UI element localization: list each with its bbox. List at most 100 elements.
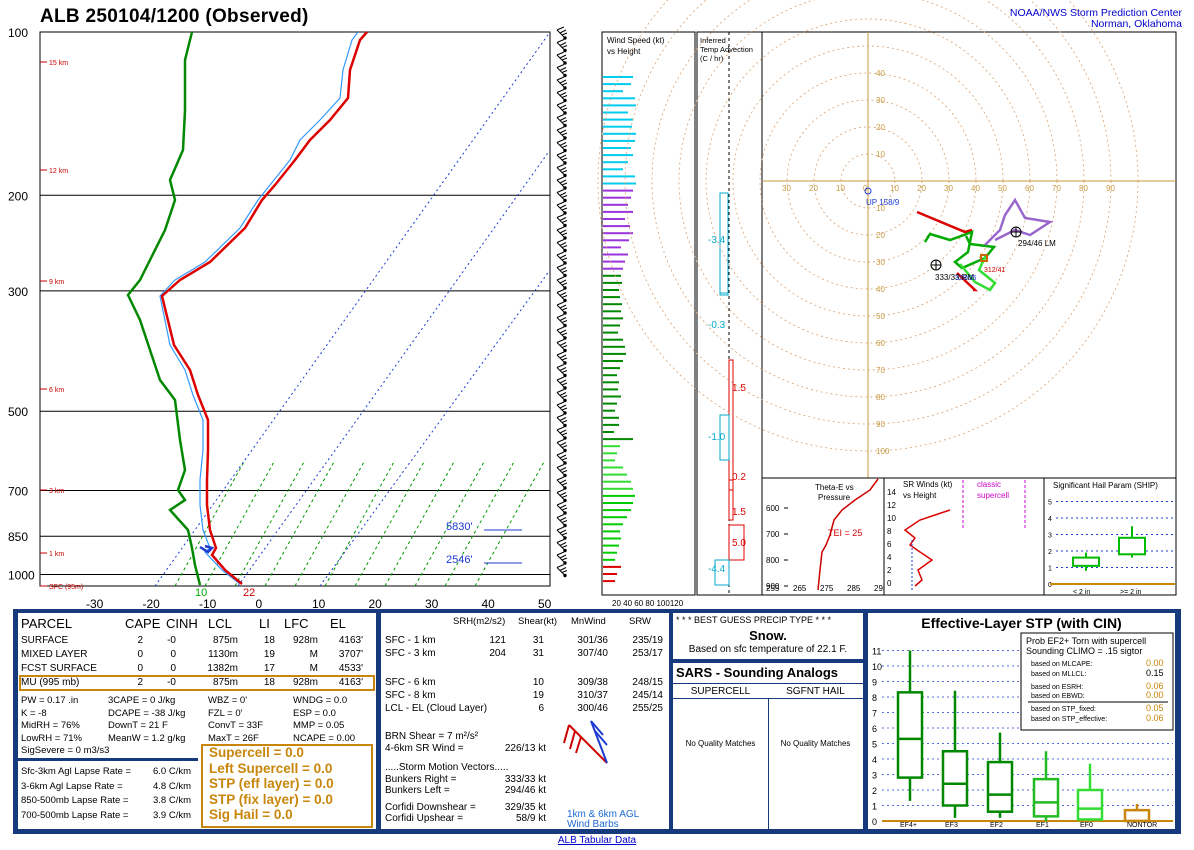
parcel-cell: 18 xyxy=(263,677,275,688)
parcel-cell: M xyxy=(309,649,318,660)
srw-ytick: 8 xyxy=(887,527,892,536)
green-label-1: 10 xyxy=(195,587,207,599)
brn-shear: BRN Shear = 7 m²/s² xyxy=(385,731,479,742)
parcel-header: LFC xyxy=(284,616,309,631)
wind-speed-bar xyxy=(603,395,621,398)
temp-tick: 10 xyxy=(312,597,326,608)
hodo-tick: 100 xyxy=(876,447,890,456)
hodo-tick: 70 xyxy=(876,366,885,375)
misc-param: DCAPE = -38 J/kg xyxy=(108,707,186,719)
parcel-cell: FCST SURFACE xyxy=(21,663,97,674)
height-label: 9 km xyxy=(49,279,64,286)
hodo-tick: 30 xyxy=(944,184,953,193)
wind-speed-bar xyxy=(603,352,626,355)
parcel-header: LI xyxy=(259,616,270,631)
ship-box xyxy=(1072,556,1100,567)
bottom-panels: PARCEL CAPE CINH LCL LI LFC EL SURFACE 2 -0 875m 18… xyxy=(13,609,1181,834)
parcel-cell: 2 xyxy=(137,677,143,688)
sr-winds-panel: SR Winds (kt) vs Height classic supercel… xyxy=(883,477,1045,596)
wind-speed-bar xyxy=(603,253,628,256)
stp-category: EF0 xyxy=(1080,822,1093,829)
wind-speed-bar xyxy=(603,90,623,93)
wind-speed-bar xyxy=(603,260,625,263)
parcel-cell: 4163' xyxy=(338,635,363,646)
kin-label: SFC - 8 km xyxy=(385,690,436,701)
hodo-tick: 80 xyxy=(876,393,885,402)
kin-header: SRW xyxy=(629,616,651,627)
stp-category: EF2 xyxy=(990,822,1003,829)
hodo-tick: 60 xyxy=(1025,184,1034,193)
parcel-cell: MU (995 mb) xyxy=(21,677,80,688)
parcel-cell: 875m xyxy=(212,635,238,646)
wind-speed-bar xyxy=(603,338,623,341)
wind-speed-bar xyxy=(603,438,633,441)
height-label: 1 km xyxy=(49,551,64,558)
pressure-label: 300 xyxy=(8,285,28,299)
storm-label: Corfidi Downshear = xyxy=(385,802,476,813)
precip-sars-panel: * * * BEST GUESS PRECIP TYPE * * * Snow.… xyxy=(673,613,863,829)
misc-param: FZL = 0' xyxy=(208,707,243,719)
stp-box xyxy=(1123,808,1151,823)
srw-ytick: 0 xyxy=(887,579,892,588)
stp-row-label: based on STP_effective: xyxy=(1031,716,1107,723)
hodo-tick: 0 xyxy=(863,184,868,193)
kin-srh: 204 xyxy=(489,648,506,659)
stp-row-label: based on ESRH: xyxy=(1031,684,1083,691)
srw-ytick: 4 xyxy=(887,553,892,562)
ship-panel: Significant Hail Param (SHIP) 5 4 3 2 1 0 < 2 … xyxy=(1043,477,1177,596)
misc-param: MMP = 0.05 xyxy=(293,720,345,731)
misc-param: 3CAPE = 0 J/kg xyxy=(108,695,176,706)
wind-speed-bar xyxy=(603,502,633,504)
stp-row-value: 0.00 xyxy=(1146,658,1164,668)
parcel-panel: PARCEL CAPE CINH LCL LI LFC EL SURFACE 2 -0 875m 18… xyxy=(18,613,376,829)
wind-speed-bar xyxy=(603,218,625,220)
ship-ytick: 5 xyxy=(1048,500,1052,507)
wind-speed-bar xyxy=(603,175,635,178)
sars-hail-matches: No Quality Matches xyxy=(780,739,851,748)
lapse-label: Sfc-3km Agl Lapse Rate = xyxy=(21,766,132,777)
precip-note: Based on sfc temperature of 22.1 F. xyxy=(688,644,848,655)
wind-speed-ticks: 20 40 60 80 100120 xyxy=(612,599,684,608)
wind-speed-bar xyxy=(603,132,636,135)
temp-tick: 50 xyxy=(538,597,552,608)
lapse-label: 850-500mb Lapse Rate = xyxy=(21,795,129,806)
storm-title: .....Storm Motion Vectors..... xyxy=(385,762,509,773)
stp-box xyxy=(986,760,1014,813)
temp-tick: 30 xyxy=(425,597,439,608)
hodo-tick: 10 xyxy=(876,150,885,159)
tabular-data-link[interactable]: ALB Tabular Data xyxy=(557,835,637,846)
stp-ytick: 2 xyxy=(872,786,877,796)
precip-type: Snow. xyxy=(749,628,787,643)
sars-col-hail: SGFNT HAIL xyxy=(786,686,845,697)
dewpoint-line xyxy=(126,31,202,586)
wind-speed-bar xyxy=(603,580,615,583)
misc-param: MaxT = 26F xyxy=(208,732,259,744)
srw-title: SR Winds (kt) xyxy=(903,480,953,489)
org-name: NOAA/NWS Storm Prediction Center xyxy=(1009,7,1182,19)
hodo-tick: 20 xyxy=(876,231,885,240)
theta-ytick: 800 xyxy=(766,556,780,565)
hodo-tick: 90 xyxy=(876,420,885,429)
parcel-cell: 19 xyxy=(263,649,275,660)
severe-param: Sig Hail = 0.0 xyxy=(209,807,293,822)
lapse-label: 700-500mb Lapse Rate = xyxy=(21,809,129,821)
misc-param: PW = 0.17 .in xyxy=(21,695,79,706)
wind-speed-bar xyxy=(603,239,629,242)
stp-panel: Effective-Layer STP (with CIN) 11 10 9 8 7 6 5… xyxy=(868,613,1175,829)
parcel-cell: 4533' xyxy=(338,663,363,674)
stp-row-label: based on MLCAPE: xyxy=(1031,661,1093,668)
wind-speed-bar xyxy=(603,487,633,490)
wind-speed-bar xyxy=(603,558,615,561)
parcel-cell: 875m xyxy=(212,677,238,688)
wind-speed-bar xyxy=(603,118,633,121)
wind-speed-bar xyxy=(603,445,620,448)
stp-title: Effective-Layer STP (with CIN) xyxy=(921,615,1122,631)
storm-label: Corfidi Upshear = xyxy=(385,813,464,824)
lapse-label: 3-6km Agl Lapse Rate = xyxy=(21,780,123,792)
stp-row-value: 0.05 xyxy=(1146,703,1164,713)
hodo-lm-label: 294/46 LM xyxy=(1018,239,1056,248)
hodo-dn2-label: 329/35 xyxy=(955,275,977,282)
kin-label: LCL - EL (Cloud Layer) xyxy=(385,703,488,714)
kinematics-panel: SRH(m2/s2) Shear(kt) MnWind SRW SFC - 1 km 12… xyxy=(381,613,669,830)
